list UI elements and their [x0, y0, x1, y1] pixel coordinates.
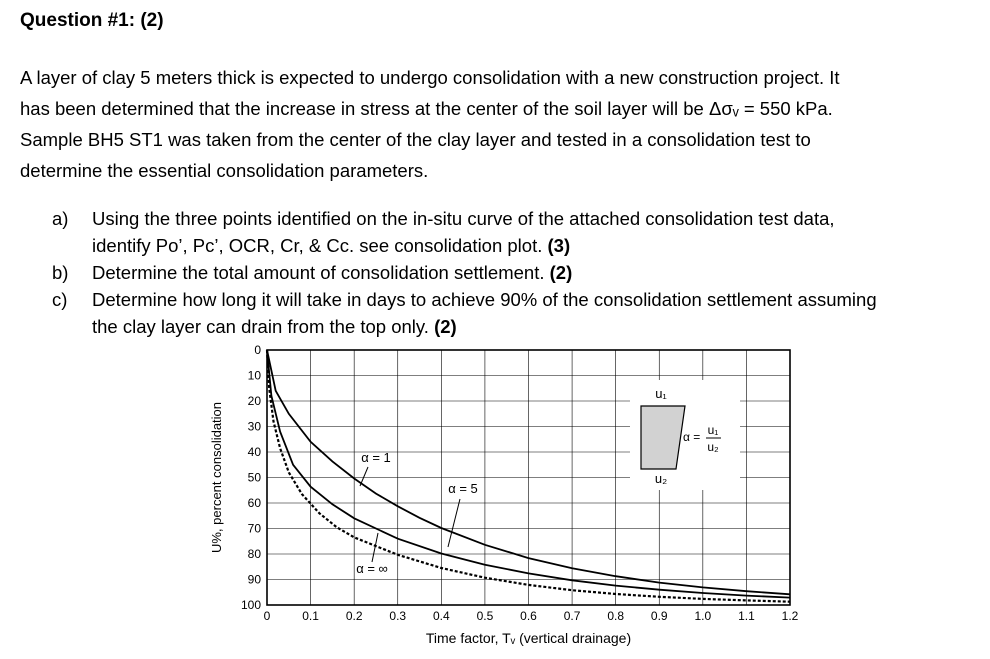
annotation-label: α = 1: [361, 450, 391, 465]
alpha-ratio-label: α =: [683, 430, 700, 444]
x-tick-label: 0.7: [564, 609, 581, 623]
part-marker: c): [52, 289, 68, 310]
x-tick-label: 1.0: [694, 609, 711, 623]
y-tick-label: 90: [248, 573, 262, 587]
series-curve: [266, 349, 791, 596]
x-axis-label: Time factor, Tᵥ (vertical drainage): [426, 630, 631, 646]
annotation-alpha-5: α = 5: [447, 481, 478, 548]
part-marker: b): [52, 262, 69, 283]
annotation-label: α = ∞: [356, 561, 388, 576]
question-part-a: a) Using the three points identified on …: [20, 205, 980, 259]
y-tick-label: 100: [241, 598, 261, 612]
part-text-line: Determine how long it will take in days …: [92, 289, 877, 310]
x-tick-label: 0.6: [520, 609, 537, 623]
u1-label: u₁: [655, 386, 667, 401]
y-axis-label: U%, percent consolidation: [209, 402, 224, 553]
chart-curves: [265, 349, 791, 603]
ratio-numerator: u₁: [708, 423, 719, 437]
paragraph-line: determine the essential consolidation pa…: [20, 160, 429, 181]
y-tick-label: 0: [254, 343, 261, 357]
series-curve: [265, 349, 791, 603]
series-curve: [266, 349, 791, 599]
y-tick-label: 20: [248, 394, 262, 408]
paragraph-line: A layer of clay 5 meters thick is expect…: [20, 67, 840, 88]
annotation-arrow: [447, 498, 461, 548]
part-marker: a): [52, 208, 69, 229]
y-tick-label: 40: [248, 445, 262, 459]
ratio-denominator: u₂: [707, 440, 719, 454]
u2-label: u₂: [655, 471, 667, 486]
y-tick-label: 50: [248, 471, 262, 485]
part-text-line: the clay layer can drain from the top on…: [92, 316, 457, 337]
question-paragraph: A layer of clay 5 meters thick is expect…: [20, 62, 970, 186]
y-tick-label: 70: [248, 522, 262, 536]
x-tick-label: 0: [264, 609, 271, 623]
pore-pressure-trapezoid: [640, 405, 686, 470]
y-tick-label: 10: [248, 369, 262, 383]
y-tick-label: 80: [248, 547, 262, 561]
y-tick-label: 60: [248, 496, 262, 510]
y-tick-label: 30: [248, 420, 262, 434]
y-tick-labels: 0 10 20 30 40 50 60 70 80 90 100: [241, 343, 261, 612]
annotation-arrow: [371, 532, 379, 563]
x-tick-label: 0.3: [389, 609, 406, 623]
question-title: Question #1: (2): [20, 10, 164, 31]
paragraph-line: Sample BH5 ST1 was taken from the center…: [20, 129, 811, 150]
question-part-c: c) Determine how long it will take in da…: [20, 286, 980, 340]
x-tick-label: 1.2: [782, 609, 799, 623]
x-tick-label: 1.1: [738, 609, 755, 623]
part-points: (2): [549, 262, 573, 283]
x-tick-labels: 0 0.1 0.2 0.3 0.4 0.5 0.6 0.7 0.8 0.9 1.0 1.1 1.2: [264, 609, 799, 623]
x-tick-label: 0.8: [607, 609, 624, 623]
part-text-line: identify Po’, Pc’, OCR, Cr, & Cc. see co…: [92, 235, 571, 256]
x-tick-label: 0.9: [651, 609, 668, 623]
x-tick-label: 0.5: [477, 609, 494, 623]
x-tick-label: 0.1: [302, 609, 319, 623]
question-parts-list: a) Using the three points identified on …: [20, 205, 980, 340]
plot-frame: [266, 349, 791, 606]
part-points: (3): [547, 235, 571, 256]
part-points: (2): [434, 316, 457, 337]
annotation-arrow: [359, 466, 369, 487]
x-tick-label: 0.2: [346, 609, 363, 623]
annotation-label: α = 5: [448, 481, 478, 496]
part-text-line: Using the three points identified on the…: [92, 208, 835, 229]
annotation-alpha-1: α = 1: [359, 450, 391, 487]
question-part-b: b) Determine the total amount of consoli…: [20, 259, 980, 286]
paragraph-line: has been determined that the increase in…: [20, 98, 833, 119]
annotation-alpha-inf: α = ∞: [356, 532, 388, 576]
part-text-line: Determine the total amount of consolidat…: [92, 262, 573, 283]
x-tick-label: 0.4: [433, 609, 450, 623]
pore-pressure-diagram: u₁ u₂ α = u₁ u₂: [630, 380, 740, 490]
